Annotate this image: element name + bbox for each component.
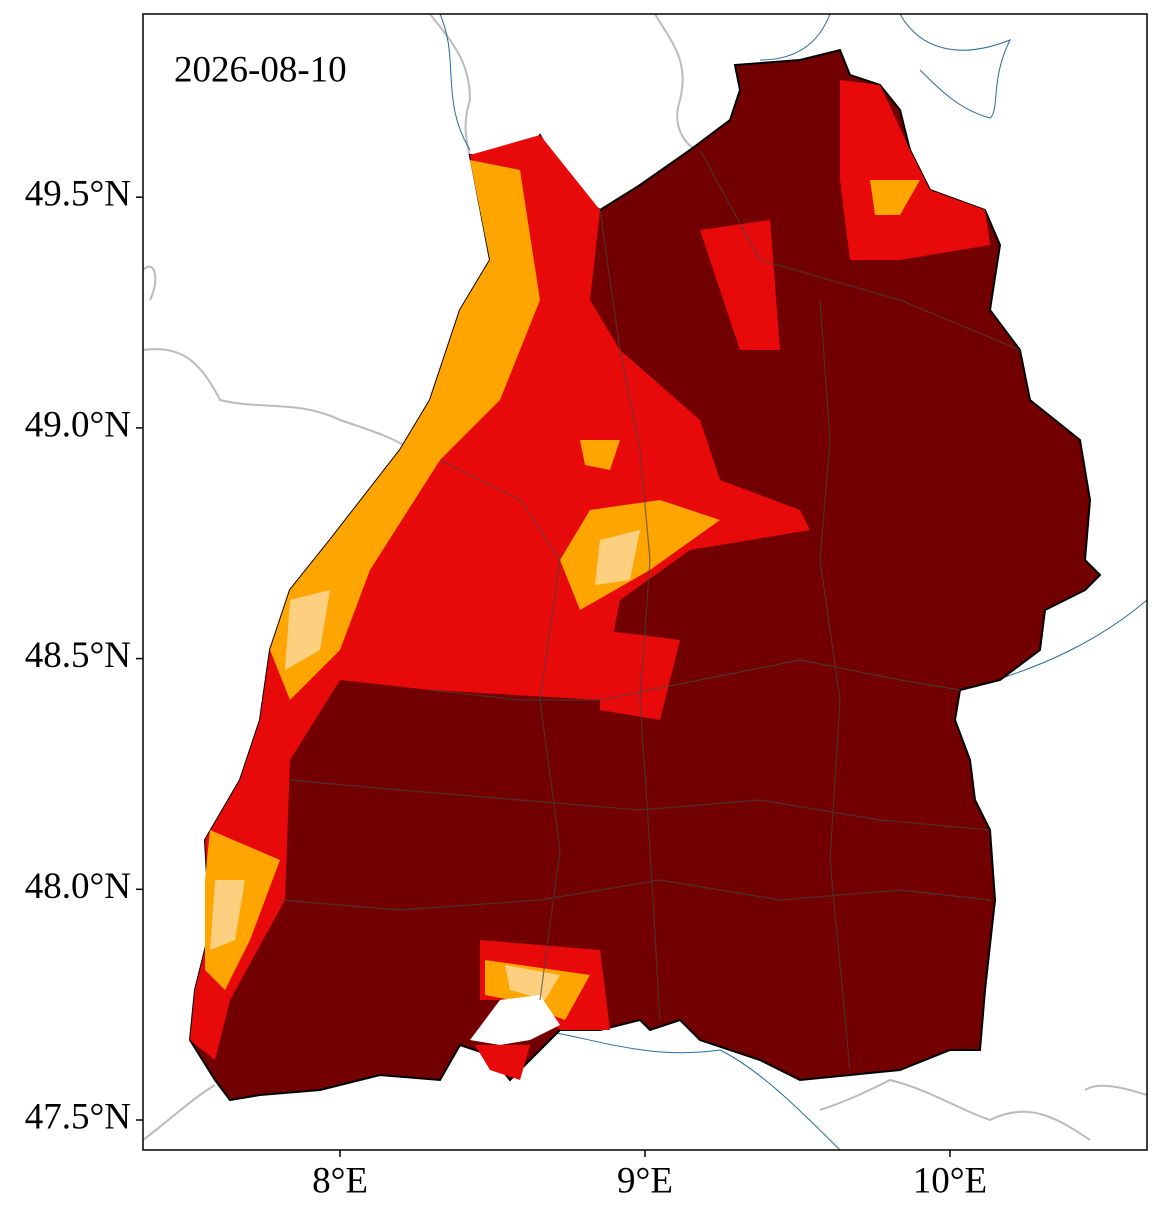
- lake: [470, 995, 560, 1045]
- y-tick-label: 49.0°N: [25, 404, 131, 445]
- map-area: [143, 14, 1147, 1150]
- y-tick-label: 49.5°N: [25, 174, 131, 215]
- region-light: [210, 530, 640, 1000]
- y-tick-label: 48.5°N: [25, 635, 131, 676]
- district-borders: [279, 149, 1021, 1071]
- x-tick-label: 9°E: [617, 1160, 673, 1201]
- country-borders: [143, 14, 1147, 1141]
- y-tick-label: 48.0°N: [25, 866, 131, 907]
- date-label: 2026-08-10: [174, 49, 347, 90]
- x-tick-label: 8°E: [312, 1160, 368, 1201]
- x-tick-label: 10°E: [913, 1160, 987, 1201]
- y-tick-label: 47.5°N: [25, 1096, 131, 1137]
